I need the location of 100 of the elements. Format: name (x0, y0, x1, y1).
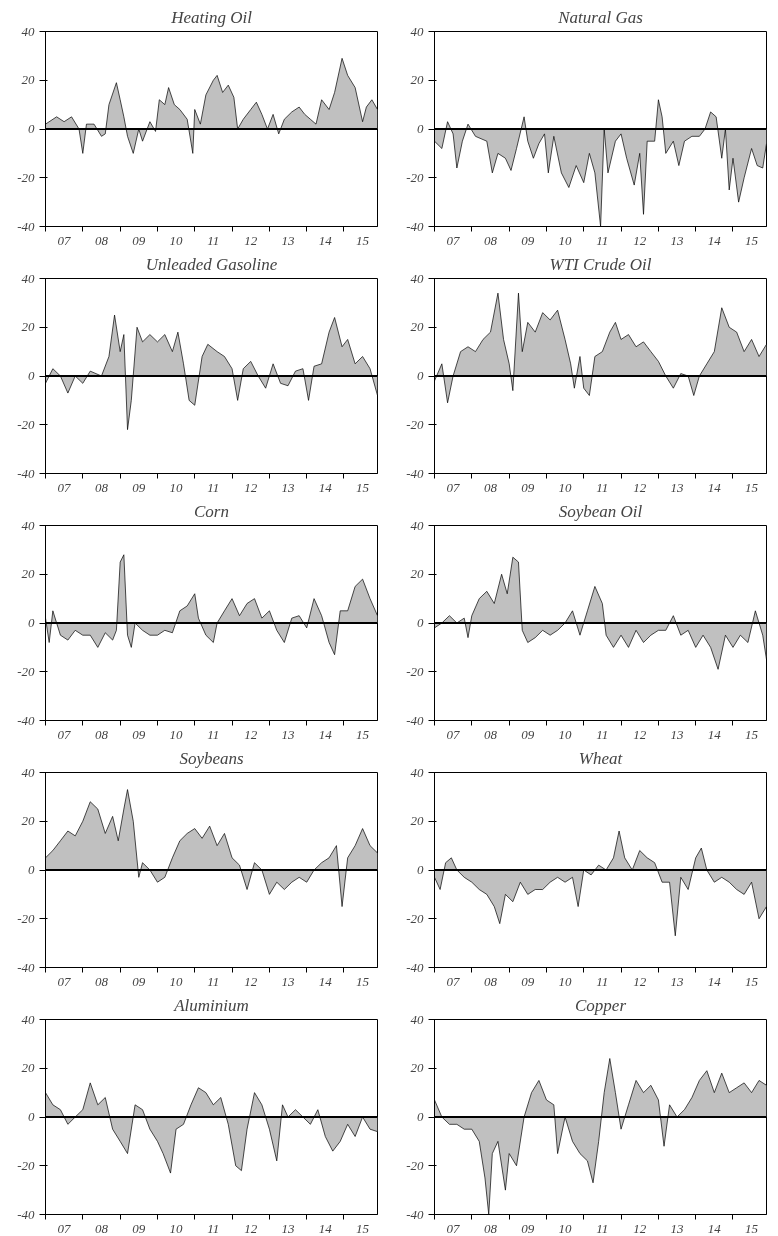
x-tick-label: 15 (356, 726, 370, 742)
y-tick-label: -20 (406, 1157, 424, 1173)
y-tick-label: -20 (406, 169, 424, 185)
x-tick-label: 13 (281, 232, 296, 248)
x-tick-label: 13 (281, 726, 296, 742)
x-tick-label: 12 (244, 1220, 258, 1236)
x-tick-label: 11 (207, 479, 220, 495)
y-tick-label: 20 (21, 72, 35, 88)
chart-title: Copper (575, 995, 627, 1015)
x-tick-label: 13 (670, 973, 685, 989)
x-tick-label: 08 (483, 479, 498, 495)
y-tick-label: 40 (410, 23, 424, 39)
x-tick-label: 14 (318, 232, 333, 248)
x-tick-label: 14 (707, 973, 722, 989)
x-tick-label: 07 (446, 1220, 461, 1236)
x-tick-label: 10 (169, 973, 184, 989)
y-tick-label: 20 (21, 566, 35, 582)
x-tick-label: 15 (356, 479, 370, 495)
x-tick-label: 10 (558, 726, 573, 742)
x-tick-label: 08 (483, 726, 498, 742)
x-tick-label: 11 (207, 973, 220, 989)
x-tick-label: 15 (745, 232, 759, 248)
y-tick-label: 40 (21, 1011, 35, 1027)
y-tick-label: 0 (417, 615, 424, 630)
x-tick-label: 12 (633, 1220, 647, 1236)
x-tick-label: 09 (132, 232, 146, 248)
x-tick-label: 10 (558, 232, 573, 248)
chart-title: Corn (194, 501, 229, 521)
x-tick-label: 15 (356, 232, 370, 248)
x-tick-label: 07 (446, 973, 461, 989)
x-tick-label: 13 (281, 973, 296, 989)
x-tick-label: 13 (670, 232, 685, 248)
y-tick-label: 40 (410, 764, 424, 780)
y-tick-label: 0 (417, 862, 424, 877)
x-tick-label: 11 (596, 232, 609, 248)
x-tick-label: 15 (745, 479, 759, 495)
y-tick-label: 40 (410, 1011, 424, 1027)
x-tick-label: 13 (670, 479, 685, 495)
x-tick-label: 10 (169, 1220, 184, 1236)
y-tick-label: 0 (417, 368, 424, 383)
x-tick-label: 14 (707, 1220, 722, 1236)
y-tick-label: 0 (28, 862, 35, 877)
x-tick-label: 12 (633, 973, 647, 989)
x-tick-label: 09 (132, 726, 146, 742)
x-tick-label: 14 (318, 1220, 333, 1236)
x-tick-label: 10 (558, 479, 573, 495)
y-tick-label: 40 (410, 517, 424, 533)
x-tick-label: 07 (446, 232, 461, 248)
x-tick-label: 13 (281, 1220, 296, 1236)
x-tick-label: 07 (446, 479, 461, 495)
x-tick-label: 08 (94, 232, 109, 248)
y-tick-label: -20 (17, 910, 35, 926)
y-tick-label: -40 (17, 218, 35, 234)
y-tick-label: -40 (406, 712, 424, 728)
x-tick-label: 09 (521, 1220, 535, 1236)
chart-title: Soybeans (179, 748, 244, 768)
x-tick-label: 10 (558, 1220, 573, 1236)
x-tick-label: 12 (244, 232, 258, 248)
y-tick-label: -40 (406, 959, 424, 975)
y-tick-label: -20 (17, 169, 35, 185)
x-tick-label: 10 (169, 479, 184, 495)
x-tick-label: 12 (633, 726, 647, 742)
x-tick-label: 07 (446, 726, 461, 742)
x-tick-label: 15 (356, 973, 370, 989)
x-tick-label: 15 (745, 973, 759, 989)
y-tick-label: -40 (406, 465, 424, 481)
x-tick-label: 13 (281, 479, 296, 495)
x-tick-label: 10 (169, 232, 184, 248)
x-tick-label: 10 (169, 726, 184, 742)
x-tick-label: 08 (94, 1220, 109, 1236)
y-tick-label: 40 (21, 517, 35, 533)
x-tick-label: 14 (707, 232, 722, 248)
x-tick-label: 12 (633, 479, 647, 495)
y-tick-label: 20 (21, 813, 35, 829)
x-tick-label: 11 (207, 726, 220, 742)
chart-title: Aluminium (173, 995, 249, 1015)
x-tick-label: 11 (596, 1220, 609, 1236)
y-tick-label: -20 (17, 663, 35, 679)
x-tick-label: 11 (596, 973, 609, 989)
x-tick-label: 11 (207, 232, 220, 248)
x-tick-label: 09 (521, 232, 535, 248)
x-tick-label: 15 (745, 726, 759, 742)
y-tick-label: -20 (17, 1157, 35, 1173)
x-tick-label: 14 (318, 479, 333, 495)
x-tick-label: 07 (57, 1220, 72, 1236)
x-tick-label: 15 (356, 1220, 370, 1236)
y-tick-label: -40 (17, 712, 35, 728)
x-tick-label: 07 (57, 232, 72, 248)
x-tick-label: 09 (521, 973, 535, 989)
y-tick-label: 20 (410, 1060, 424, 1076)
y-tick-label: 20 (21, 319, 35, 335)
x-tick-label: 08 (94, 479, 109, 495)
x-tick-label: 11 (207, 1220, 220, 1236)
chart-title: Wheat (578, 748, 624, 768)
x-tick-label: 07 (57, 479, 72, 495)
y-tick-label: 40 (21, 764, 35, 780)
y-tick-label: 0 (28, 1109, 35, 1124)
x-tick-label: 09 (521, 479, 535, 495)
x-tick-label: 11 (596, 479, 609, 495)
chart-title: Natural Gas (557, 7, 644, 27)
